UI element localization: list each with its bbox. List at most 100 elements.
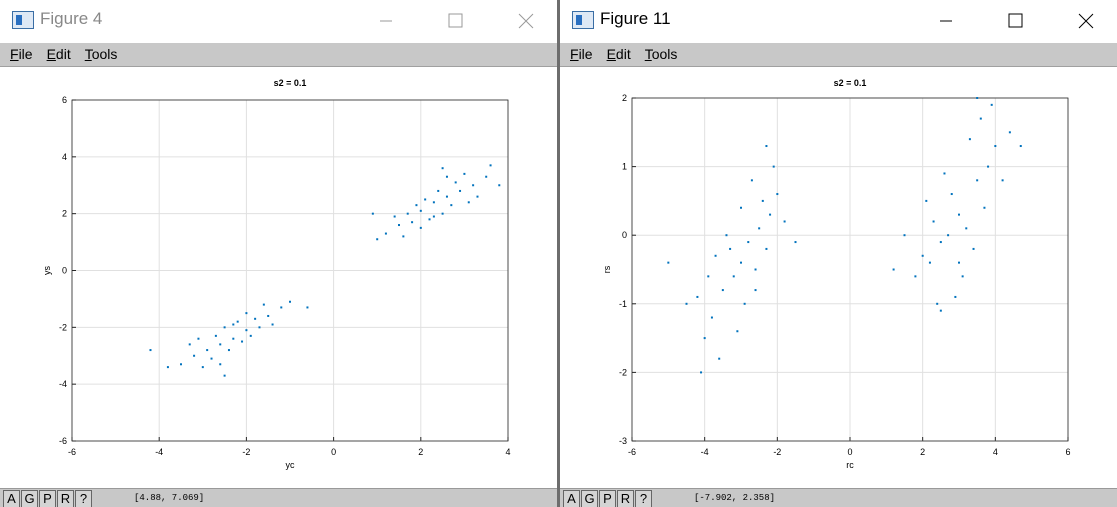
y-tick-label: -2: [59, 322, 67, 332]
toolbar-button[interactable]: G: [21, 490, 38, 507]
point: [262, 303, 265, 306]
point: [437, 189, 440, 192]
menu-item[interactable]: Edit: [606, 46, 631, 62]
point: [411, 221, 414, 224]
point: [214, 334, 217, 337]
point: [419, 209, 422, 212]
point: [750, 179, 753, 182]
toolbar-button[interactable]: G: [581, 490, 598, 507]
point: [932, 220, 935, 223]
point: [928, 261, 931, 264]
point: [947, 234, 950, 237]
point: [258, 326, 261, 329]
toolbar-button[interactable]: P: [39, 490, 56, 507]
y-tick-label: 0: [62, 266, 67, 276]
point: [241, 340, 244, 343]
point: [236, 320, 239, 323]
point: [718, 357, 721, 360]
point: [210, 357, 213, 360]
point: [450, 204, 453, 207]
toolbar-button[interactable]: R: [617, 490, 634, 507]
y-tick-label: 2: [62, 209, 67, 219]
point: [419, 226, 422, 229]
point: [976, 179, 979, 182]
x-tick-label: -6: [68, 447, 76, 457]
y-tick-label: 6: [62, 95, 67, 105]
toolbar-button[interactable]: ?: [635, 490, 652, 507]
y-tick-label: 2: [622, 93, 627, 103]
y-axis-label: rs: [602, 265, 612, 273]
status-bar: [-7.902, 2.358] A G P R?: [560, 488, 1117, 507]
axes-box: [71, 99, 509, 442]
point: [667, 261, 670, 264]
point: [249, 334, 252, 337]
x-tick-label: 4: [993, 447, 998, 457]
y-tick-label: -1: [619, 299, 627, 309]
point: [476, 195, 479, 198]
point: [201, 366, 204, 369]
menu-item[interactable]: Tools: [644, 46, 678, 62]
status-bar: [4.88, 7.069] A G P R?: [0, 488, 557, 507]
menu-item[interactable]: File: [570, 46, 593, 62]
toolbar-button[interactable]: R: [57, 490, 74, 507]
axes-box: [631, 97, 1069, 442]
point: [939, 241, 942, 244]
point: [983, 206, 986, 209]
figure-window: Figure 4 File Edit Tools s2 = 0.1 yc ys -6 -4 -…: [0, 0, 557, 507]
point: [406, 212, 409, 215]
point: [921, 254, 924, 257]
point: [725, 234, 728, 237]
x-tick-label: -4: [701, 447, 709, 457]
title-bar: Figure 4: [0, 0, 557, 42]
point: [914, 275, 917, 278]
point: [223, 326, 226, 329]
maximize-button[interactable]: [993, 0, 1039, 42]
point: [958, 261, 960, 264]
point: [1008, 131, 1011, 134]
close-button[interactable]: [503, 0, 549, 42]
point: [965, 227, 968, 230]
toolbar-button[interactable]: ?: [75, 490, 92, 507]
point: [306, 306, 309, 309]
minimize-button[interactable]: [363, 0, 409, 42]
point: [794, 241, 797, 244]
y-axis-label: ys: [42, 266, 52, 276]
point: [950, 193, 953, 196]
menu-item[interactable]: File: [10, 46, 33, 62]
point: [765, 247, 768, 250]
point: [696, 295, 699, 298]
menu-item[interactable]: Edit: [46, 46, 71, 62]
point: [972, 247, 975, 250]
minimize-button[interactable]: [923, 0, 969, 42]
point: [454, 181, 457, 184]
point: [729, 247, 732, 250]
toolbar-button[interactable]: A: [3, 490, 20, 507]
point: [958, 213, 960, 216]
point: [954, 295, 957, 298]
point: [393, 215, 396, 218]
point: [721, 289, 724, 292]
toolbar-button[interactable]: P: [599, 490, 616, 507]
figure-window: Figure 11 File Edit Tools s2 = 0.1 rc rs -6 -4…: [560, 0, 1117, 507]
point: [149, 349, 152, 352]
chart-title: s2 = 0.1: [834, 78, 867, 88]
point: [371, 212, 374, 215]
window-title: Figure 4: [40, 9, 103, 28]
point: [424, 198, 427, 201]
maximize-button[interactable]: [433, 0, 479, 42]
title-bar: Figure 11: [560, 0, 1117, 42]
point: [710, 316, 713, 319]
point: [765, 145, 768, 148]
point: [761, 199, 764, 202]
point: [232, 337, 235, 340]
point: [1019, 145, 1022, 148]
point: [428, 218, 431, 221]
menu-item[interactable]: Tools: [84, 46, 118, 62]
toolbar-button[interactable]: A: [563, 490, 580, 507]
close-button[interactable]: [1063, 0, 1109, 42]
x-tick-label: 6: [1065, 447, 1070, 457]
plot-canvas: s2 = 0.1 yc ys -6 -4 -2 0 2 4 -6 -4 -2 0 2 4 6: [42, 78, 511, 470]
point: [398, 224, 400, 227]
point: [783, 220, 786, 223]
point: [245, 329, 248, 332]
